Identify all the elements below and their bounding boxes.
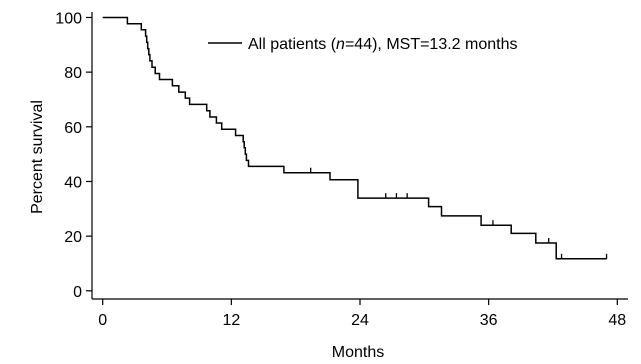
y-tick-label: 80 — [64, 65, 82, 82]
y-axis-label: Percent survival — [29, 100, 46, 214]
x-tick-label: 48 — [608, 312, 626, 329]
survival-curve — [102, 16, 607, 260]
y-tick-label: 40 — [64, 174, 82, 191]
x-tick-label: 12 — [222, 312, 240, 329]
legend-label: All patients (n=44), MST=13.2 months — [248, 36, 517, 53]
x-tick-label: 24 — [351, 312, 369, 329]
y-tick-label: 100 — [55, 10, 82, 27]
legend-label-n: n — [336, 36, 345, 53]
x-axis-label: Months — [332, 344, 384, 361]
legend-label-suffix: =44), MST=13.2 months — [345, 36, 518, 53]
y-tick-label: 60 — [64, 120, 82, 137]
legend: All patients (n=44), MST=13.2 months — [208, 36, 517, 53]
legend-label-prefix: All patients ( — [248, 36, 337, 53]
x-tick-label: 36 — [480, 312, 498, 329]
y-tick-label: 0 — [73, 284, 82, 301]
plot-area — [102, 16, 608, 260]
x-tick-label: 0 — [98, 312, 107, 329]
y-tick-label: 20 — [64, 229, 82, 246]
axes: 0 20 40 60 80 100 0 12 24 36 48 — [55, 10, 628, 329]
